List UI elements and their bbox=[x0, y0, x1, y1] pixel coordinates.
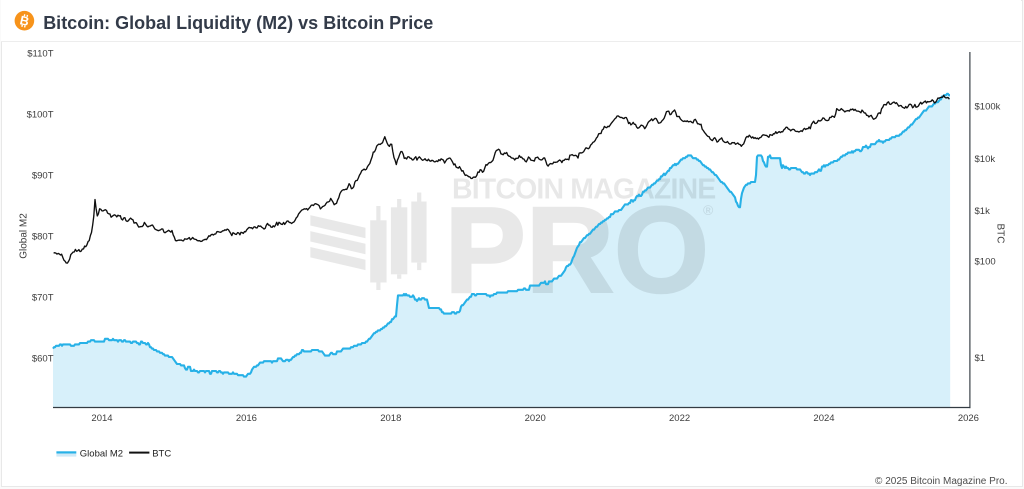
svg-text:2024: 2024 bbox=[813, 413, 834, 424]
svg-text:$110T: $110T bbox=[27, 48, 53, 59]
svg-text:$1k: $1k bbox=[975, 206, 991, 217]
svg-text:$60T: $60T bbox=[32, 353, 54, 364]
svg-text:BITCOIN MAGAZINE: BITCOIN MAGAZINE bbox=[452, 174, 715, 206]
svg-text:B: B bbox=[18, 13, 30, 29]
svg-text:$1: $1 bbox=[975, 353, 986, 364]
svg-text:BTC: BTC bbox=[152, 448, 171, 459]
svg-text:$90T: $90T bbox=[32, 170, 54, 181]
svg-text:$100: $100 bbox=[975, 256, 996, 267]
svg-text:$70T: $70T bbox=[32, 292, 54, 303]
svg-text:2016: 2016 bbox=[236, 413, 257, 424]
svg-text:2020: 2020 bbox=[525, 413, 546, 424]
svg-text:$80T: $80T bbox=[32, 231, 54, 242]
svg-text:2014: 2014 bbox=[91, 413, 112, 424]
svg-text:Global M2: Global M2 bbox=[19, 213, 30, 259]
svg-text:®: ® bbox=[703, 202, 714, 218]
svg-text:BTC: BTC bbox=[995, 224, 1006, 244]
svg-text:2022: 2022 bbox=[669, 413, 690, 424]
svg-text:2026: 2026 bbox=[958, 413, 979, 424]
svg-text:$10k: $10k bbox=[975, 154, 996, 165]
svg-text:$100T: $100T bbox=[27, 109, 54, 120]
svg-text:$100k: $100k bbox=[975, 101, 1001, 112]
svg-text:Global M2: Global M2 bbox=[80, 448, 123, 459]
svg-text:2018: 2018 bbox=[380, 413, 401, 424]
svg-text:© 2025 Bitcoin Magazine Pro.: © 2025 Bitcoin Magazine Pro. bbox=[875, 476, 1007, 487]
